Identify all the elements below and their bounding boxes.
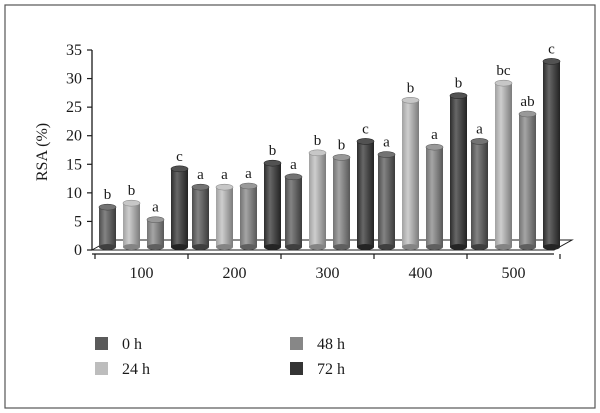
bar bbox=[146, 216, 165, 250]
bar bbox=[191, 183, 210, 250]
bar bbox=[449, 92, 468, 250]
legend-label: 72 h bbox=[317, 361, 345, 378]
x-tick-label: 400 bbox=[409, 265, 433, 282]
data-label: a bbox=[152, 200, 159, 216]
bar bbox=[215, 183, 234, 250]
bar bbox=[401, 96, 420, 250]
y-tick-label: 25 bbox=[66, 99, 82, 116]
data-label: ab bbox=[520, 94, 534, 110]
legend-item: 72 h bbox=[290, 361, 345, 378]
legend-label: 24 h bbox=[122, 361, 150, 378]
bar bbox=[356, 138, 375, 250]
legend-item: 0 h bbox=[95, 336, 142, 353]
data-label: a bbox=[476, 121, 483, 137]
bar bbox=[494, 79, 513, 250]
data-label: b bbox=[407, 80, 415, 96]
bar bbox=[170, 165, 189, 250]
data-label: b bbox=[128, 183, 136, 199]
x-tick-label: 100 bbox=[130, 265, 154, 282]
data-label: bc bbox=[496, 63, 511, 79]
bar bbox=[518, 110, 537, 250]
data-label: a bbox=[197, 167, 204, 183]
y-tick-label: 0 bbox=[74, 242, 82, 259]
bar bbox=[263, 159, 282, 250]
legend-label: 0 h bbox=[122, 336, 142, 353]
x-tick-label: 300 bbox=[316, 265, 340, 282]
legend-swatch bbox=[290, 337, 303, 350]
bar bbox=[122, 199, 141, 250]
bar bbox=[308, 149, 327, 250]
data-label: a bbox=[431, 127, 438, 143]
data-label: b bbox=[269, 143, 277, 159]
data-label: a bbox=[221, 167, 228, 183]
bar bbox=[239, 182, 258, 250]
data-label: b bbox=[455, 76, 463, 92]
y-axis-title: RSA (%) bbox=[34, 123, 51, 181]
data-label: c bbox=[176, 149, 183, 165]
legend-swatch bbox=[290, 362, 303, 375]
legend-swatch bbox=[95, 337, 108, 350]
legend-label: 48 h bbox=[317, 336, 345, 353]
data-label: a bbox=[245, 166, 252, 182]
y-tick-label: 5 bbox=[74, 213, 82, 230]
y-tick-label: 15 bbox=[66, 156, 82, 173]
bar bbox=[332, 154, 351, 250]
bar bbox=[542, 58, 561, 250]
data-label: b bbox=[104, 187, 112, 203]
data-label: c bbox=[548, 41, 555, 57]
legend-item: 48 h bbox=[290, 336, 345, 353]
y-tick-label: 20 bbox=[66, 128, 82, 145]
bar bbox=[377, 151, 396, 250]
data-label: b bbox=[338, 137, 346, 153]
y-tick-label: 35 bbox=[66, 42, 82, 59]
bar bbox=[284, 173, 303, 250]
x-tick-label: 500 bbox=[502, 265, 526, 282]
x-tick-label: 200 bbox=[223, 265, 247, 282]
y-tick-label: 10 bbox=[66, 185, 82, 202]
y-tick-label: 30 bbox=[66, 71, 82, 88]
data-label: c bbox=[362, 121, 369, 137]
bar bbox=[98, 203, 117, 250]
legend-swatch bbox=[95, 362, 108, 375]
data-label: a bbox=[290, 157, 297, 173]
data-label: a bbox=[383, 135, 390, 151]
legend-item: 24 h bbox=[95, 361, 150, 378]
data-label: b bbox=[314, 133, 322, 149]
bar bbox=[425, 143, 444, 250]
bar bbox=[470, 138, 489, 250]
